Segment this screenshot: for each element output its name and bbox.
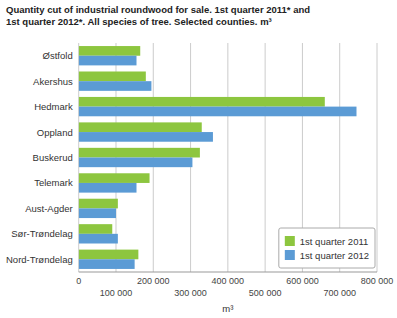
subtitle: 1st quarter 2012*. All species of tree. … [6, 16, 272, 27]
legend-box [279, 228, 375, 268]
category-label: Nord-Trøndelag [6, 254, 73, 265]
bar [79, 148, 200, 158]
bar [79, 250, 139, 260]
bar [79, 122, 202, 132]
category-label: Aust-Agder [25, 203, 73, 214]
grid-line [377, 43, 378, 272]
x-tick-label: 400 000 [212, 276, 245, 286]
bar [79, 107, 357, 117]
bar [79, 234, 118, 244]
category-label: Oppland [37, 127, 73, 138]
bar [79, 158, 193, 168]
chart: Quantity cut of industrial roundwood for… [0, 0, 397, 318]
bar [79, 173, 150, 183]
bar [79, 81, 152, 91]
x-tick-label: 700 000 [323, 288, 356, 298]
grid-line [227, 43, 228, 272]
category-label: Hedmark [34, 101, 73, 112]
bar [79, 199, 118, 209]
x-tick-label: 600 000 [286, 276, 319, 286]
grid-line [265, 43, 266, 272]
x-tick-label: 800 000 [361, 276, 394, 286]
x-tick-label: 500 000 [249, 288, 282, 298]
bar [79, 97, 325, 107]
bar [79, 46, 141, 56]
legend: 1st quarter 2011 1st quarter 2012 [279, 228, 375, 268]
legend-label: 1st quarter 2012 [300, 250, 369, 261]
bar [79, 56, 137, 66]
category-label: Akershus [33, 76, 73, 87]
bar [79, 224, 113, 234]
x-axis-line [79, 272, 377, 273]
grid [79, 43, 377, 272]
x-tick-label: 300 000 [174, 288, 207, 298]
page: {"chart_data": { "type": "bar", "orienta… [0, 0, 397, 318]
x-tick-label: 0 [76, 276, 81, 286]
title: Quantity cut of industrial roundwood for… [6, 4, 310, 15]
category-label: Telemark [34, 177, 73, 188]
category-label: Sør-Trøndelag [11, 228, 72, 239]
category-label: Buskerud [33, 152, 73, 163]
legend-label: 1st quarter 2011 [300, 236, 368, 247]
x-axis-label: m³ [222, 303, 233, 314]
legend-swatch [285, 236, 295, 246]
x-tick-labels: 0 100 000 200 000 300 000 400 000 500 000 600 … [76, 276, 393, 298]
category-label: Østfold [43, 50, 73, 61]
bar [79, 71, 146, 81]
bar [79, 208, 116, 218]
bar [79, 183, 137, 193]
x-tick-label: 100 000 [100, 288, 133, 298]
x-tick-label: 200 000 [137, 276, 170, 286]
bar [79, 259, 135, 269]
legend-swatch [285, 250, 295, 260]
bar [79, 132, 213, 142]
